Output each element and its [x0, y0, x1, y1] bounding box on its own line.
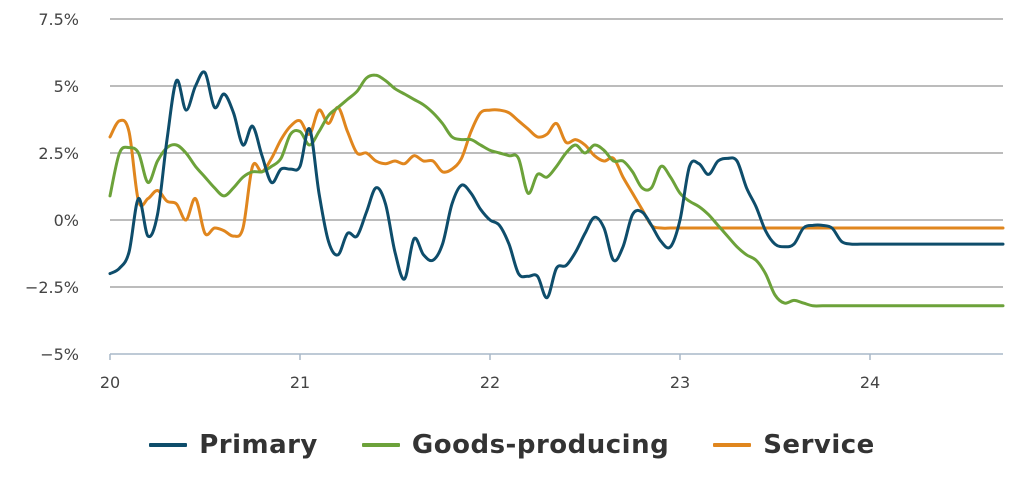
legend-swatch-service [713, 443, 752, 447]
legend: Primary Goods-producing Service [0, 430, 1024, 460]
line-chart: 7.5% 5% 2.5% 0% −2.5% −5% 20 21 22 23 24 [25, 10, 1005, 392]
y-tick-label: −5% [40, 345, 79, 364]
legend-item-primary: Primary [149, 430, 318, 460]
legend-swatch-goods-producing [361, 443, 400, 447]
series-line-service [108, 105, 1005, 238]
legend-label-service: Service [763, 430, 875, 460]
x-tick-label: 20 [100, 373, 120, 392]
x-tick-label: 21 [290, 373, 310, 392]
y-tick-label: 2.5% [38, 144, 79, 163]
y-axis-ticks: 7.5% 5% 2.5% 0% −2.5% −5% [25, 10, 79, 364]
x-tick-label: 24 [860, 373, 880, 392]
legend-swatch-primary [149, 443, 188, 447]
legend-item-service: Service [713, 430, 875, 460]
series-lines [108, 70, 1005, 308]
y-tick-label: 5% [54, 77, 79, 96]
legend-label-goods-producing: Goods-producing [411, 430, 670, 460]
series-line-primary [108, 70, 1005, 300]
gridlines [110, 18, 1003, 355]
series-line-goods-producing [108, 73, 1005, 308]
legend-item-goods-producing: Goods-producing [361, 430, 670, 460]
x-tick-label: 22 [480, 373, 500, 392]
legend-label-primary: Primary [199, 430, 318, 460]
y-tick-label: 7.5% [38, 10, 79, 29]
y-tick-label: −2.5% [25, 278, 79, 297]
x-tick-label: 23 [670, 373, 690, 392]
x-axis-ticks: 20 21 22 23 24 [100, 354, 880, 392]
y-tick-label: 0% [54, 211, 79, 230]
